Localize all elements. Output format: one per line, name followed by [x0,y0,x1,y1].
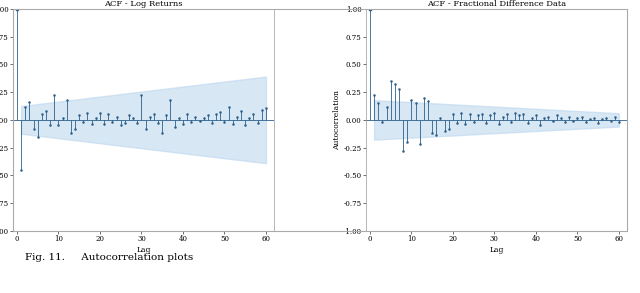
Y-axis label: Autocorrelation: Autocorrelation [333,90,340,150]
Title: ACF - Fractional Difference Data: ACF - Fractional Difference Data [427,0,566,8]
Text: Fig. 11.     Autocorrelation plots: Fig. 11. Autocorrelation plots [25,253,193,262]
X-axis label: Lag: Lag [490,246,504,254]
Title: ACF - Log Returns: ACF - Log Returns [104,0,183,8]
X-axis label: Lag: Lag [136,246,150,254]
